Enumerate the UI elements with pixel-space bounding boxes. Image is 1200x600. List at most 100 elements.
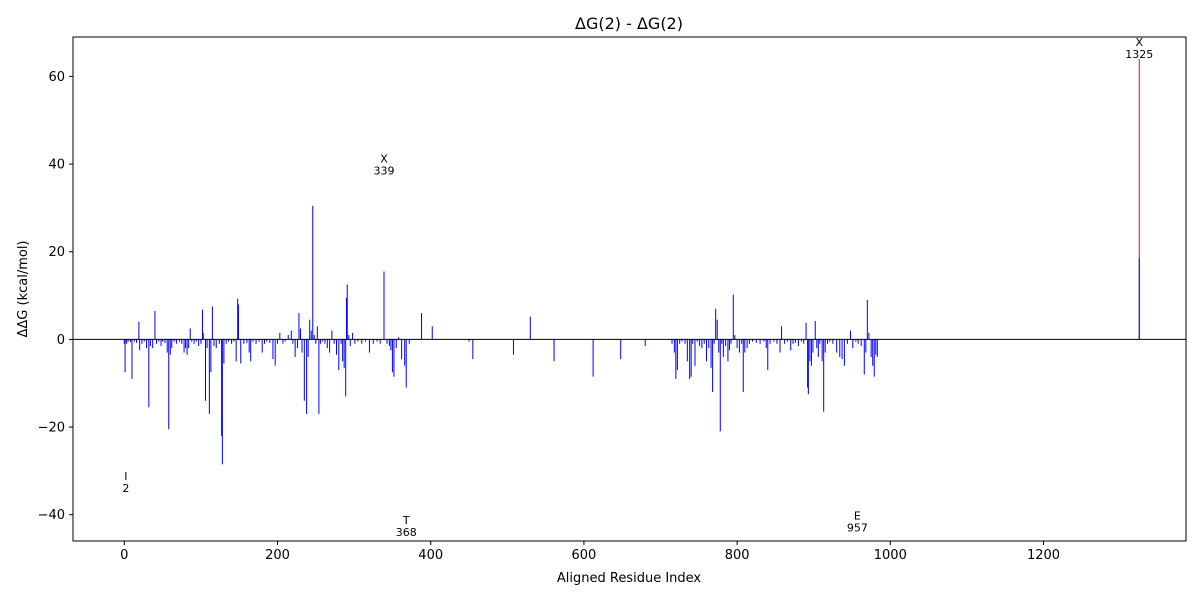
bar-0-93 xyxy=(315,339,317,344)
bar-0-80 xyxy=(292,339,294,344)
bar-0-65 xyxy=(252,339,254,342)
bar-0-220 xyxy=(839,339,841,357)
bar-0-161 xyxy=(708,339,710,349)
bar-0-198 xyxy=(792,339,794,344)
bar-0-28 xyxy=(178,339,180,342)
bar-0-5 xyxy=(131,339,133,379)
bar-0-200 xyxy=(797,339,799,346)
annotation-index-0: 2 xyxy=(122,482,129,495)
bar-0-52 xyxy=(223,339,225,364)
bar-0-210 xyxy=(816,339,818,349)
bar-0-206 xyxy=(809,339,811,362)
annotation-residue-1: X xyxy=(380,152,388,165)
bar-0-131 xyxy=(404,339,406,366)
bar-0-110 xyxy=(346,284,348,340)
bar-0-140 xyxy=(553,339,555,362)
bar-0-82 xyxy=(296,339,298,349)
bar-0-37 xyxy=(195,339,197,342)
bar-0-97 xyxy=(322,339,324,342)
bar-0-223 xyxy=(846,339,848,344)
bar-0-26 xyxy=(173,339,175,342)
bar-0-179 xyxy=(741,339,743,344)
annotation-residue-3: E xyxy=(854,509,861,522)
bar-0-99 xyxy=(326,339,328,349)
bar-0-114 xyxy=(354,339,356,344)
bar-0-195 xyxy=(784,339,786,344)
x-tick-label-0: 0 xyxy=(120,548,128,563)
x-tick-label-400: 400 xyxy=(418,548,443,563)
bar-0-170 xyxy=(722,339,724,357)
bar-0-88 xyxy=(307,339,309,357)
bar-0-9 xyxy=(139,339,141,351)
bar-0-56 xyxy=(233,339,235,342)
bar-0-39 xyxy=(200,339,202,344)
bar-0-216 xyxy=(827,339,829,344)
plot-frame xyxy=(72,36,1187,542)
bar-0-2 xyxy=(126,339,128,344)
bar-0-186 xyxy=(759,339,761,344)
bar-0-57 xyxy=(235,339,237,362)
bar-0-148 xyxy=(679,339,681,344)
bar-0-42 xyxy=(205,339,207,401)
x-tick-label-1000: 1000 xyxy=(874,548,907,563)
annotation-index-3: 957 xyxy=(847,521,868,534)
bar-0-77 xyxy=(284,339,286,342)
bar-0-212 xyxy=(819,339,821,344)
bar-0-86 xyxy=(303,339,305,401)
bar-0-176 xyxy=(734,335,736,340)
bar-0-107 xyxy=(343,339,345,368)
bar-0-102 xyxy=(333,339,335,344)
bar-0-63 xyxy=(248,339,250,353)
bar-0-158 xyxy=(701,339,703,349)
bar-0-44 xyxy=(208,339,210,414)
bar-0-35 xyxy=(191,339,193,342)
bar-0-22 xyxy=(166,339,168,353)
bar-0-234 xyxy=(872,339,874,366)
bar-0-72 xyxy=(272,339,274,360)
bar-0-197 xyxy=(790,339,792,351)
y-tick-label--20: −20 xyxy=(38,421,65,436)
bar-0-202 xyxy=(803,339,805,344)
bar-0-101 xyxy=(331,330,333,340)
bar-0-229 xyxy=(863,339,865,375)
bar-0-27 xyxy=(175,339,177,344)
bar-0-25 xyxy=(171,339,173,349)
bar-0-207 xyxy=(810,339,812,366)
bar-0-222 xyxy=(843,339,845,366)
y-tick-label-40: 40 xyxy=(48,158,65,173)
bar-0-33 xyxy=(188,339,190,349)
bar-0-138 xyxy=(512,339,514,355)
bar-0-189 xyxy=(767,339,769,371)
bar-0-24 xyxy=(169,339,171,355)
bar-0-67 xyxy=(258,339,260,342)
bar-0-55 xyxy=(231,339,233,344)
bar-0-135 xyxy=(431,326,433,340)
bar-0-132 xyxy=(405,339,407,388)
bar-0-43 xyxy=(206,339,208,349)
bar-0-81 xyxy=(294,339,296,357)
bar-0-96 xyxy=(319,339,321,344)
bar-0-58 xyxy=(237,298,239,340)
bar-0-64 xyxy=(250,339,252,362)
bar-0-40 xyxy=(201,309,203,340)
bar-0-70 xyxy=(266,339,268,342)
bar-0-19 xyxy=(160,339,162,346)
bar-0-213 xyxy=(821,339,823,362)
bar-0-91 xyxy=(312,205,314,340)
bar-0-45 xyxy=(210,339,212,373)
bar-0-190 xyxy=(769,339,771,344)
bar-0-155 xyxy=(694,339,696,366)
bar-1-0 xyxy=(1138,58,1140,340)
bar-0-119 xyxy=(372,339,374,344)
bars-layer xyxy=(123,58,1140,465)
bar-0-184 xyxy=(751,339,753,342)
annotation-index-4: 1325 xyxy=(1125,48,1153,61)
bar-0-172 xyxy=(727,339,729,362)
bar-0-159 xyxy=(703,339,705,344)
axes-layer: 0 200 400 600 800 1000 1200 −40 −20 0 20 40 60 xyxy=(38,36,1187,563)
bar-0-191 xyxy=(773,339,775,342)
bar-0-122 xyxy=(383,271,385,340)
bar-0-130 xyxy=(401,339,403,360)
bar-0-237 xyxy=(876,339,878,357)
bar-0-160 xyxy=(705,339,707,362)
